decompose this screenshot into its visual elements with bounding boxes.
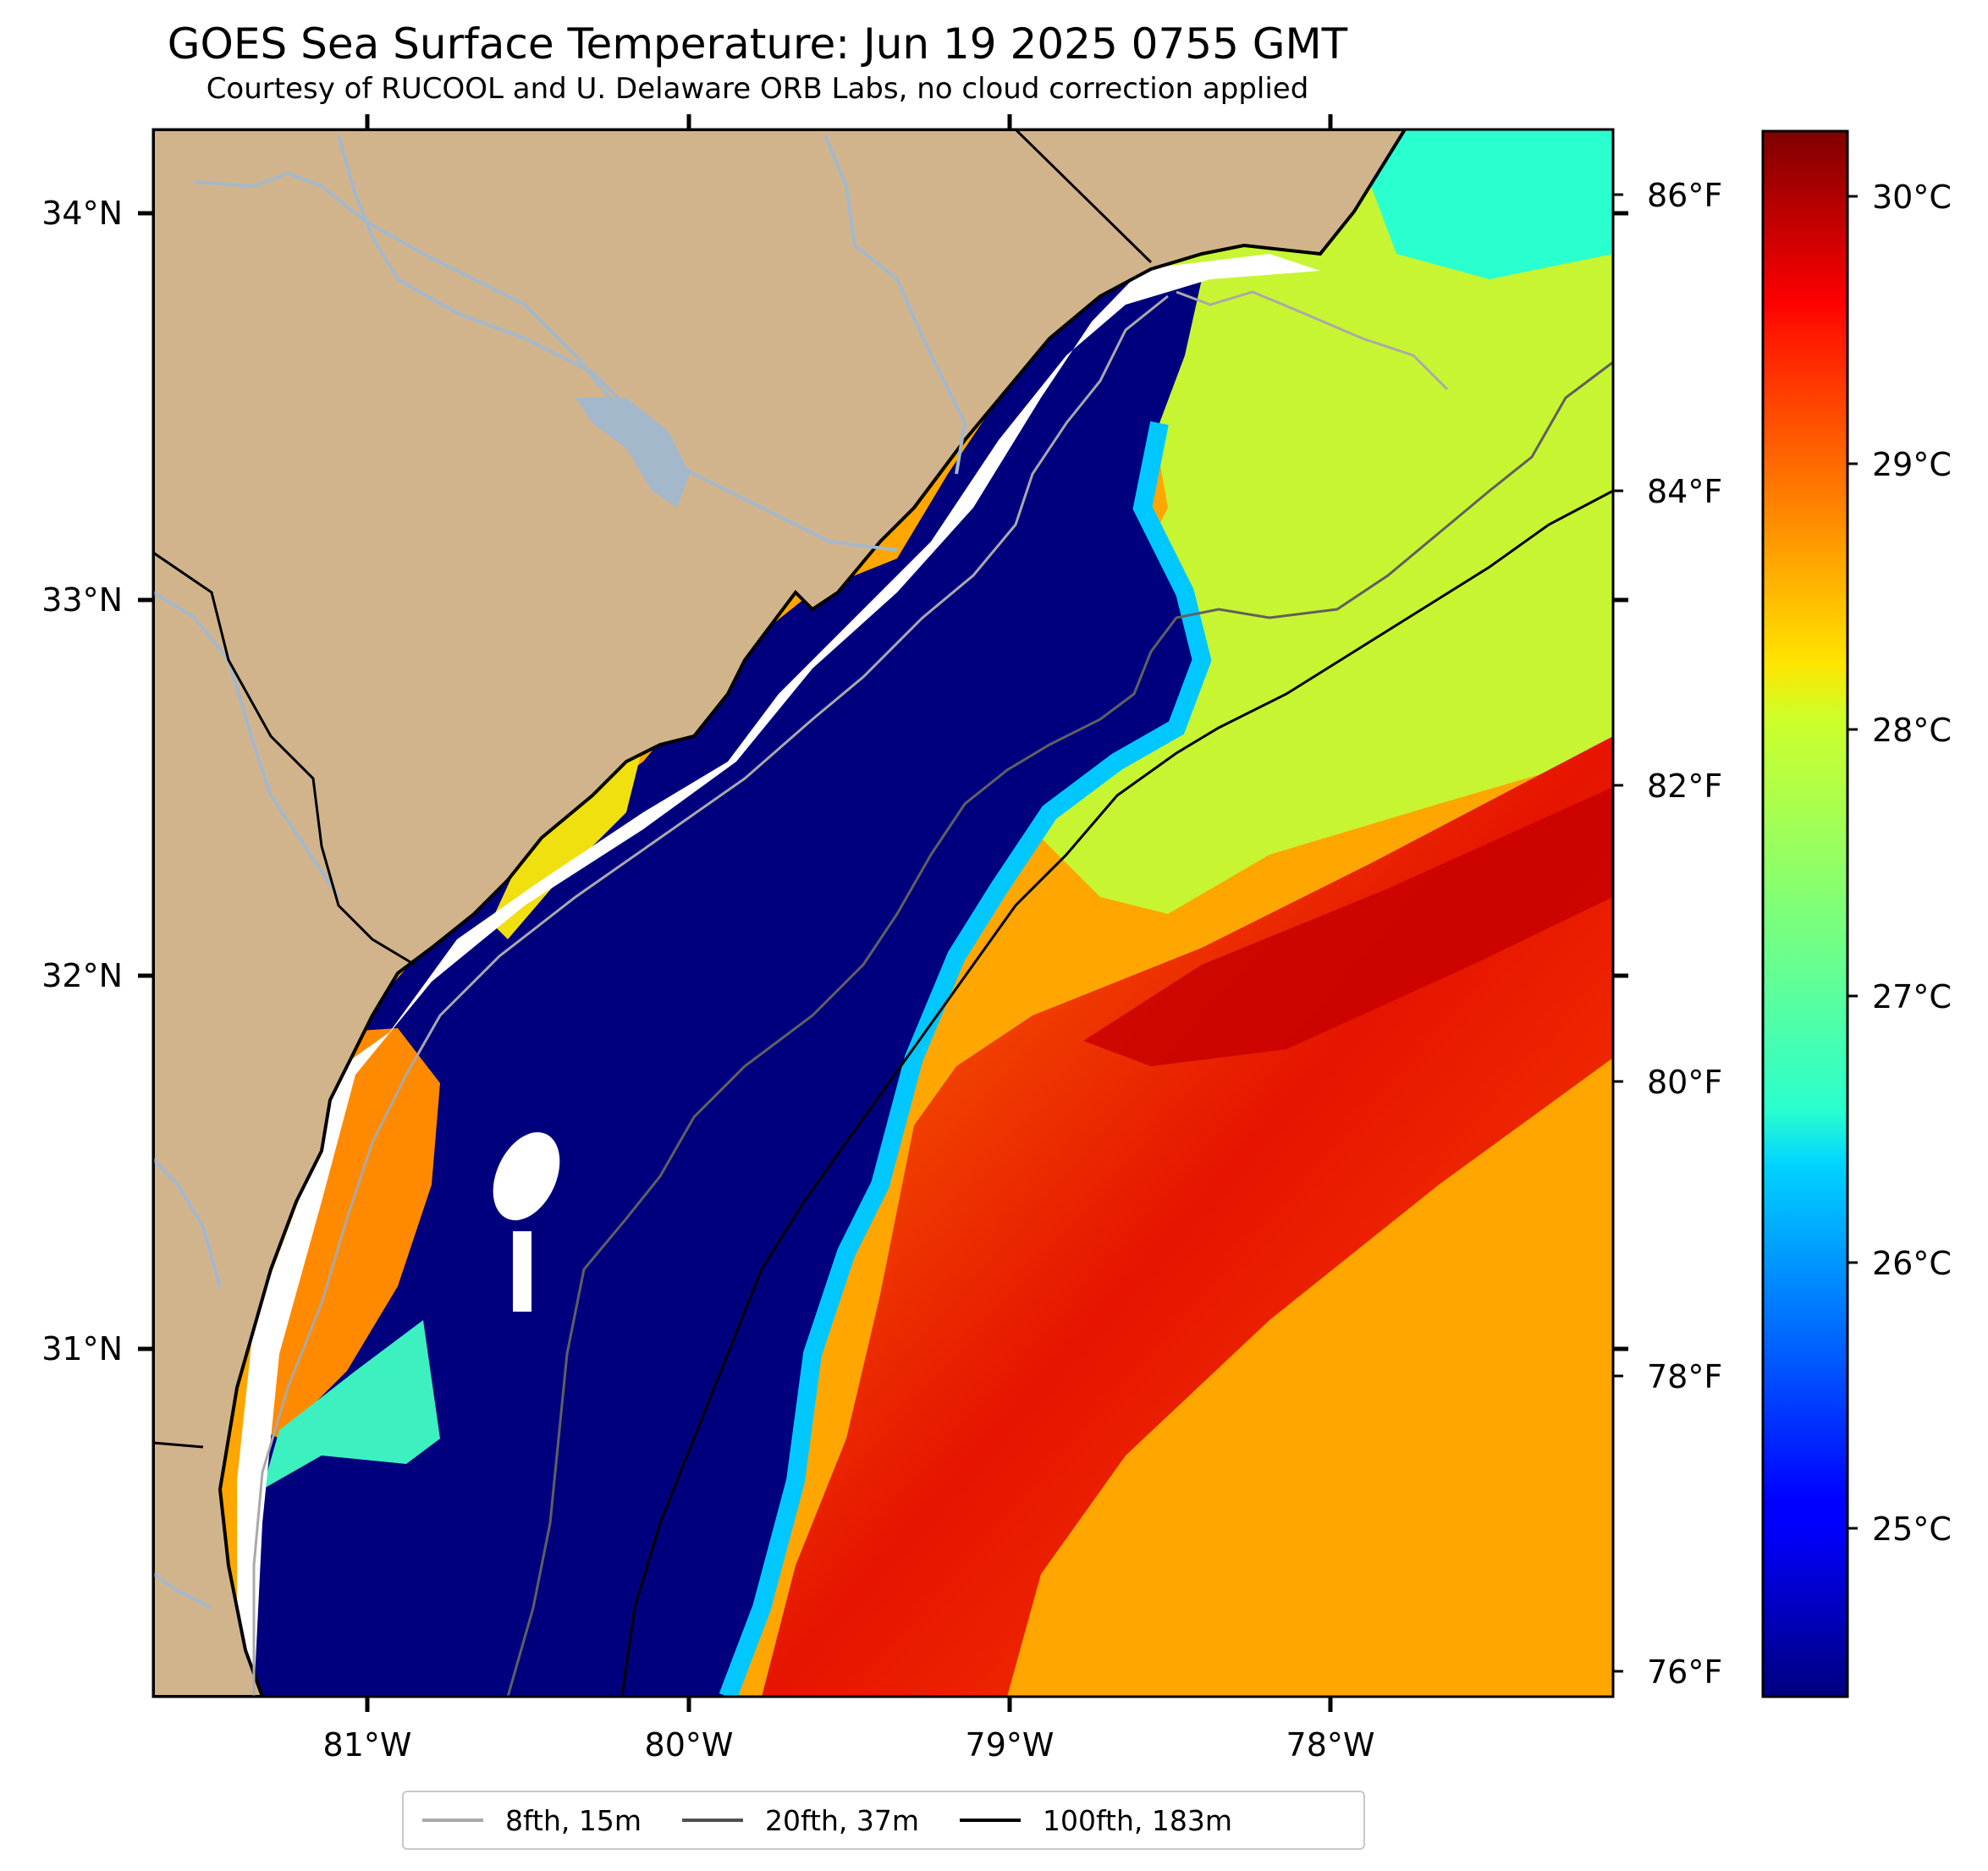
lake-marion xyxy=(575,398,690,508)
lon-label-80w: 80°W xyxy=(645,1726,734,1764)
colorbar-label-28c: 28°C xyxy=(1872,712,1952,749)
colorbar-label-26c: 26°C xyxy=(1872,1245,1952,1282)
legend-item-8fth: 8fth, 15m xyxy=(422,1804,642,1837)
legend-swatch-20fth xyxy=(682,1819,744,1822)
map-frame xyxy=(151,128,1615,1698)
legend-swatch-100fth xyxy=(960,1819,1022,1822)
lon-label-81w: 81°W xyxy=(323,1726,412,1764)
fahrenheit-label-86: 86°F xyxy=(1647,177,1722,214)
colorbar-ticks xyxy=(1848,195,1858,1530)
fahrenheit-label-82: 82°F xyxy=(1647,768,1722,805)
chart-subtitle: Courtesy of RUCOOL and U. Delaware ORB L… xyxy=(206,72,1309,106)
colorbar-label-25c: 25°C xyxy=(1872,1511,1952,1548)
lat-label-32n: 32°N xyxy=(41,957,123,994)
legend-label-100fth: 100fth, 183m xyxy=(1043,1803,1233,1837)
lat-label-31n: 31°N xyxy=(41,1330,123,1367)
legend-swatch-8fth xyxy=(422,1819,483,1822)
fahrenheit-label-84: 84°F xyxy=(1647,473,1722,510)
front-cyan-edge xyxy=(719,421,1212,1697)
colorbar-label-30c: 30°C xyxy=(1872,179,1952,216)
map-plot-area xyxy=(153,129,1613,1697)
land xyxy=(153,129,1407,1697)
legend-item-20fth: 20fth, 37m xyxy=(682,1804,919,1837)
shelf-cold-water xyxy=(245,271,1202,1697)
colorbar xyxy=(1761,129,1849,1698)
lat-label-34n: 34°N xyxy=(41,195,123,232)
gulf-stream-core xyxy=(1083,787,1613,1066)
state-borders xyxy=(153,129,1153,1449)
legend-item-100fth: 100fth, 183m xyxy=(960,1804,1232,1837)
isobath-legend: 8fth, 15m 20fth, 37m 100fth, 183m xyxy=(402,1791,1365,1850)
chart-title: GOES Sea Surface Temperature: Jun 19 202… xyxy=(167,19,1348,69)
map-ticks xyxy=(138,114,1628,1712)
northeast-cyan-water xyxy=(1354,129,1613,279)
lon-label-78w: 78°W xyxy=(1286,1726,1375,1764)
legend-label-20fth: 20fth, 37m xyxy=(765,1803,920,1837)
no-data-offshore-patch xyxy=(493,1132,560,1220)
legend-label-8fth: 8fth, 15m xyxy=(505,1803,642,1837)
nearshore-cyan-patch xyxy=(262,1320,440,1489)
lat-label-33n: 33°N xyxy=(41,581,123,619)
isobath-100fth xyxy=(620,489,1613,1697)
lon-label-79w: 79°W xyxy=(966,1726,1055,1764)
fahrenheit-label-78: 78°F xyxy=(1647,1358,1722,1395)
isobath-20fth xyxy=(506,360,1613,1697)
fahrenheit-label-80: 80°F xyxy=(1647,1064,1722,1101)
isobath-8fth xyxy=(252,290,1449,1697)
colorbar-label-27c: 27°C xyxy=(1872,978,1952,1015)
no-data-offshore-patch-2 xyxy=(513,1231,531,1312)
fahrenheit-label-76: 76°F xyxy=(1647,1654,1722,1691)
colorbar-label-29c: 29°C xyxy=(1872,446,1952,483)
